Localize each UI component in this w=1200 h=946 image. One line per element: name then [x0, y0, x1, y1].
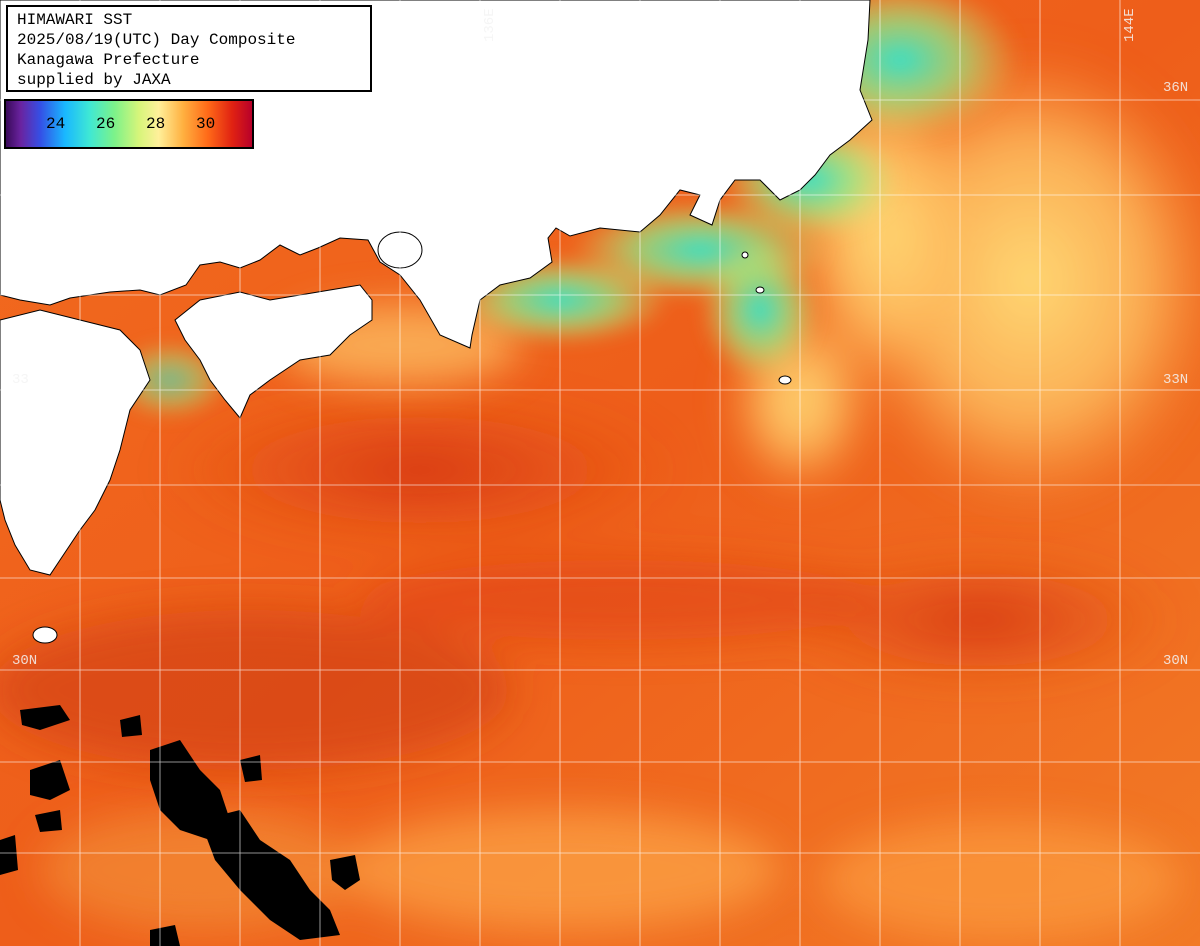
- lat-label-30n-right: 30N: [1163, 653, 1189, 669]
- lon-label-144e: 144E: [1122, 8, 1138, 42]
- lat-label-33-left: 33: [12, 372, 29, 388]
- color-legend: 24 26 28 30: [4, 99, 254, 149]
- title-box: HIMAWARI SST 2025/08/19(UTC) Day Composi…: [6, 5, 372, 92]
- title-line-region: Kanagawa Prefecture: [17, 51, 200, 69]
- legend-tick-30: 30: [196, 115, 216, 133]
- small-island: [741, 251, 749, 259]
- legend-tick-26: 26: [96, 115, 116, 133]
- small-island: [755, 286, 765, 294]
- cloud-mask: [0, 705, 360, 946]
- legend-tick-28: 28: [146, 115, 166, 133]
- lat-label-33n-right: 33N: [1163, 372, 1189, 388]
- lon-label-136e: 136E: [482, 8, 498, 42]
- title-line-credit: supplied by JAXA: [17, 71, 171, 89]
- title-line-product: HIMAWARI SST: [17, 11, 133, 29]
- shikoku: [174, 284, 373, 419]
- tanegashima: [32, 626, 58, 644]
- lat-label-30n-left: 30N: [12, 653, 38, 669]
- small-island: [778, 375, 792, 385]
- kyushu: [0, 309, 151, 576]
- legend-tick-24: 24: [46, 115, 66, 133]
- title-line-date: 2025/08/19(UTC) Day Composite: [17, 31, 296, 49]
- lat-label-36n-right: 36N: [1163, 80, 1189, 96]
